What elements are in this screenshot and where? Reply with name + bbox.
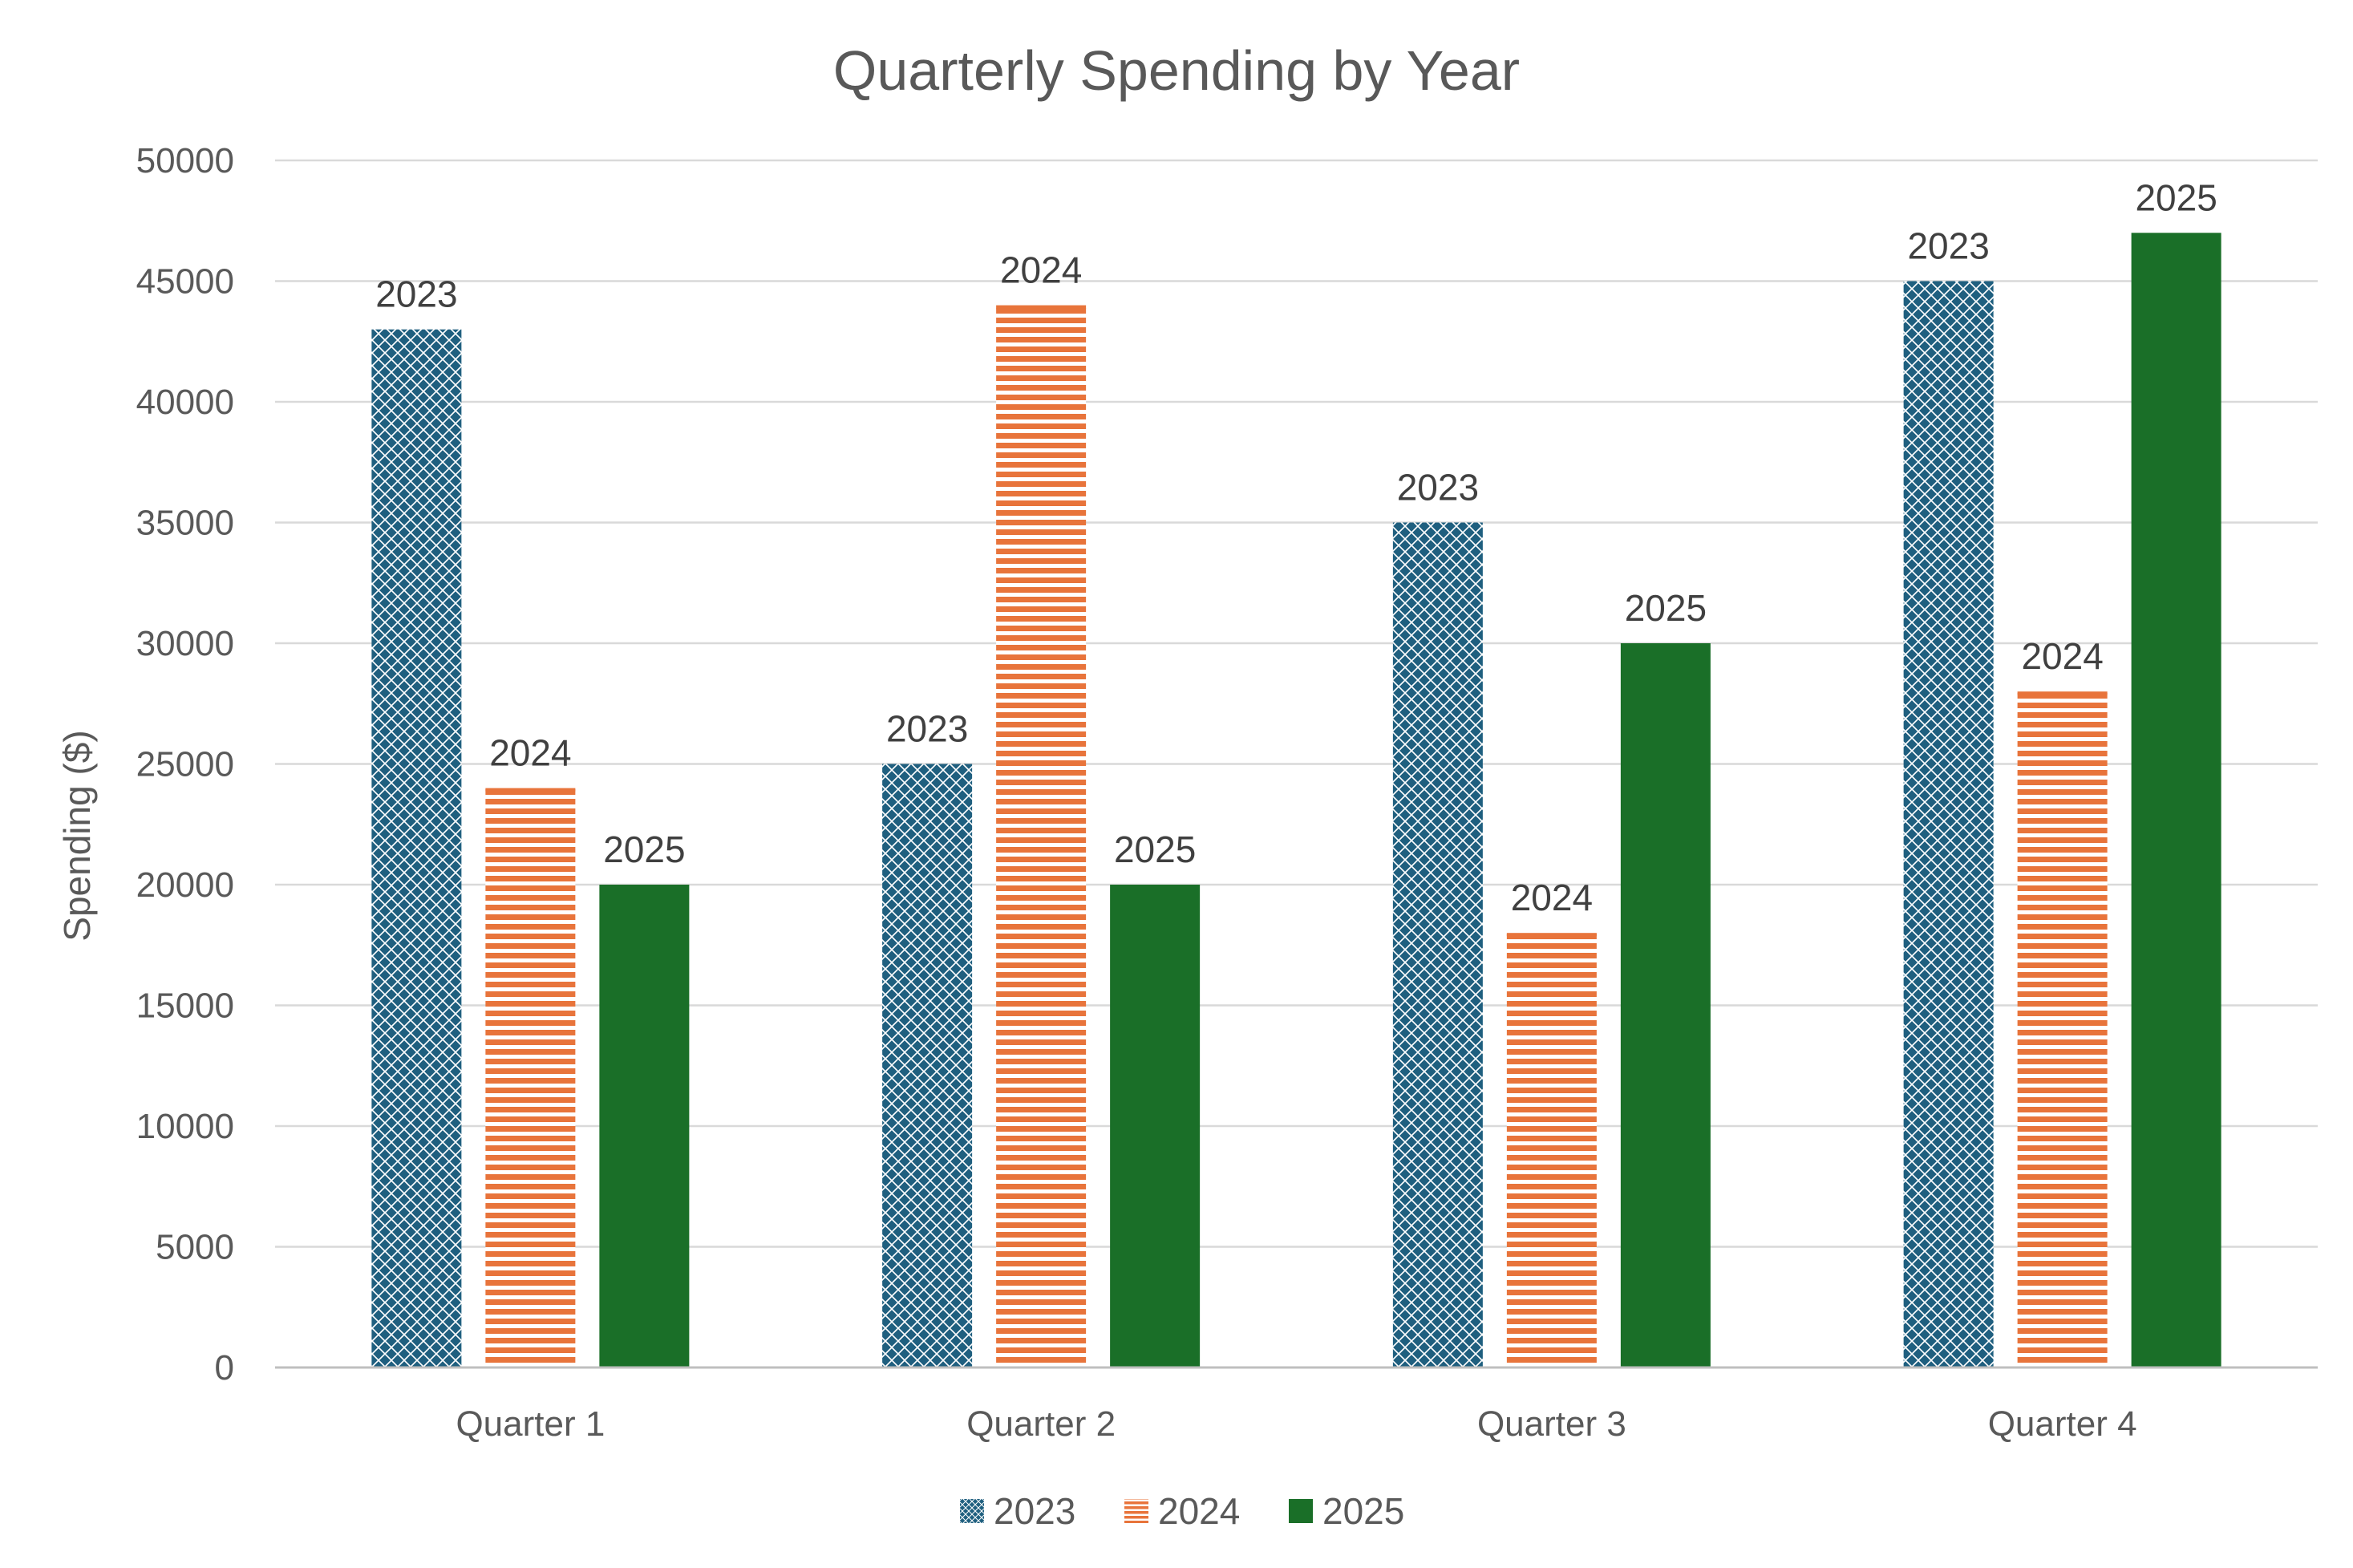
bar-2024-q2 [996, 305, 1087, 1368]
y-axis-title: Spending ($) [56, 730, 98, 941]
data-label-2025-q1: 2025 [603, 829, 685, 870]
bar-top-edge [485, 788, 576, 792]
x-tick-label: Quarter 2 [966, 1404, 1116, 1444]
data-label-2023-q3: 2023 [1397, 467, 1479, 508]
y-tick-label: 50000 [136, 141, 234, 180]
data-label-2025-q4: 2025 [2135, 176, 2217, 218]
bar-top-edge [996, 305, 1087, 309]
data-label-2025-q2: 2025 [1114, 829, 1196, 870]
x-tick-label: Quarter 4 [1988, 1404, 2137, 1444]
y-tick-label: 5000 [156, 1228, 234, 1267]
y-tick-label: 15000 [136, 987, 234, 1026]
chart-title: Quarterly Spending by Year [833, 39, 1520, 102]
data-label-2023-q4: 2023 [1907, 225, 1989, 267]
bar-2024-q1 [485, 788, 576, 1367]
legend: 2023 2024 2025 [960, 1490, 1404, 1532]
y-tick-label: 35000 [136, 504, 234, 543]
y-tick-label: 25000 [136, 745, 234, 784]
bar-2023-q1 [371, 329, 462, 1368]
bar-2025-q4 [2131, 233, 2221, 1367]
y-tick-label: 0 [215, 1348, 234, 1388]
legend-label-2024: 2024 [1158, 1490, 1240, 1532]
bar-top-edge [1506, 933, 1597, 937]
legend-swatch-2023 [960, 1499, 984, 1523]
y-tick-label: 10000 [136, 1107, 234, 1146]
data-label-2024-q1: 2024 [489, 732, 571, 774]
data-label-2024-q3: 2024 [1511, 877, 1593, 918]
y-tick-label: 45000 [136, 262, 234, 302]
y-tick-label: 20000 [136, 865, 234, 905]
bar-2025-q1 [599, 885, 690, 1367]
bar-top-edge [2017, 691, 2108, 695]
x-tick-label: Quarter 1 [456, 1404, 605, 1444]
data-labels: 2023 2024 2025 2023 2024 2025 2023 2024 2025 2023… [375, 176, 2217, 918]
data-label-2024-q2: 2024 [1000, 249, 1082, 291]
legend-label-2025: 2025 [1322, 1490, 1404, 1532]
data-label-2025-q3: 2025 [1625, 587, 1707, 629]
bar-2023-q2 [882, 764, 973, 1367]
bar-2023-q4 [1903, 281, 1994, 1367]
gridlines [275, 159, 2318, 1248]
bar-2025-q3 [1620, 643, 1711, 1367]
legend-swatch-2025 [1289, 1499, 1313, 1523]
legend-swatch-2024 [1124, 1499, 1148, 1523]
bars [371, 233, 2221, 1368]
data-label-2024-q4: 2024 [2021, 635, 2103, 677]
bar-2025-q2 [1110, 885, 1201, 1367]
y-tick-label: 40000 [136, 383, 234, 422]
legend-label-2023: 2023 [994, 1490, 1075, 1532]
data-label-2023-q1: 2023 [375, 273, 457, 315]
y-axis-ticks: 0 5000 10000 15000 20000 25000 30000 35000 40000… [136, 141, 234, 1388]
y-tick-label: 30000 [136, 624, 234, 663]
x-tick-label: Quarter 3 [1477, 1404, 1626, 1444]
x-axis-ticks: Quarter 1 Quarter 2 Quarter 3 Quarter 4 [456, 1404, 2136, 1444]
data-label-2023-q2: 2023 [886, 708, 968, 750]
bar-2024-q4 [2017, 691, 2108, 1367]
bar-2023-q3 [1392, 522, 1483, 1367]
bar-2024-q3 [1506, 933, 1597, 1367]
